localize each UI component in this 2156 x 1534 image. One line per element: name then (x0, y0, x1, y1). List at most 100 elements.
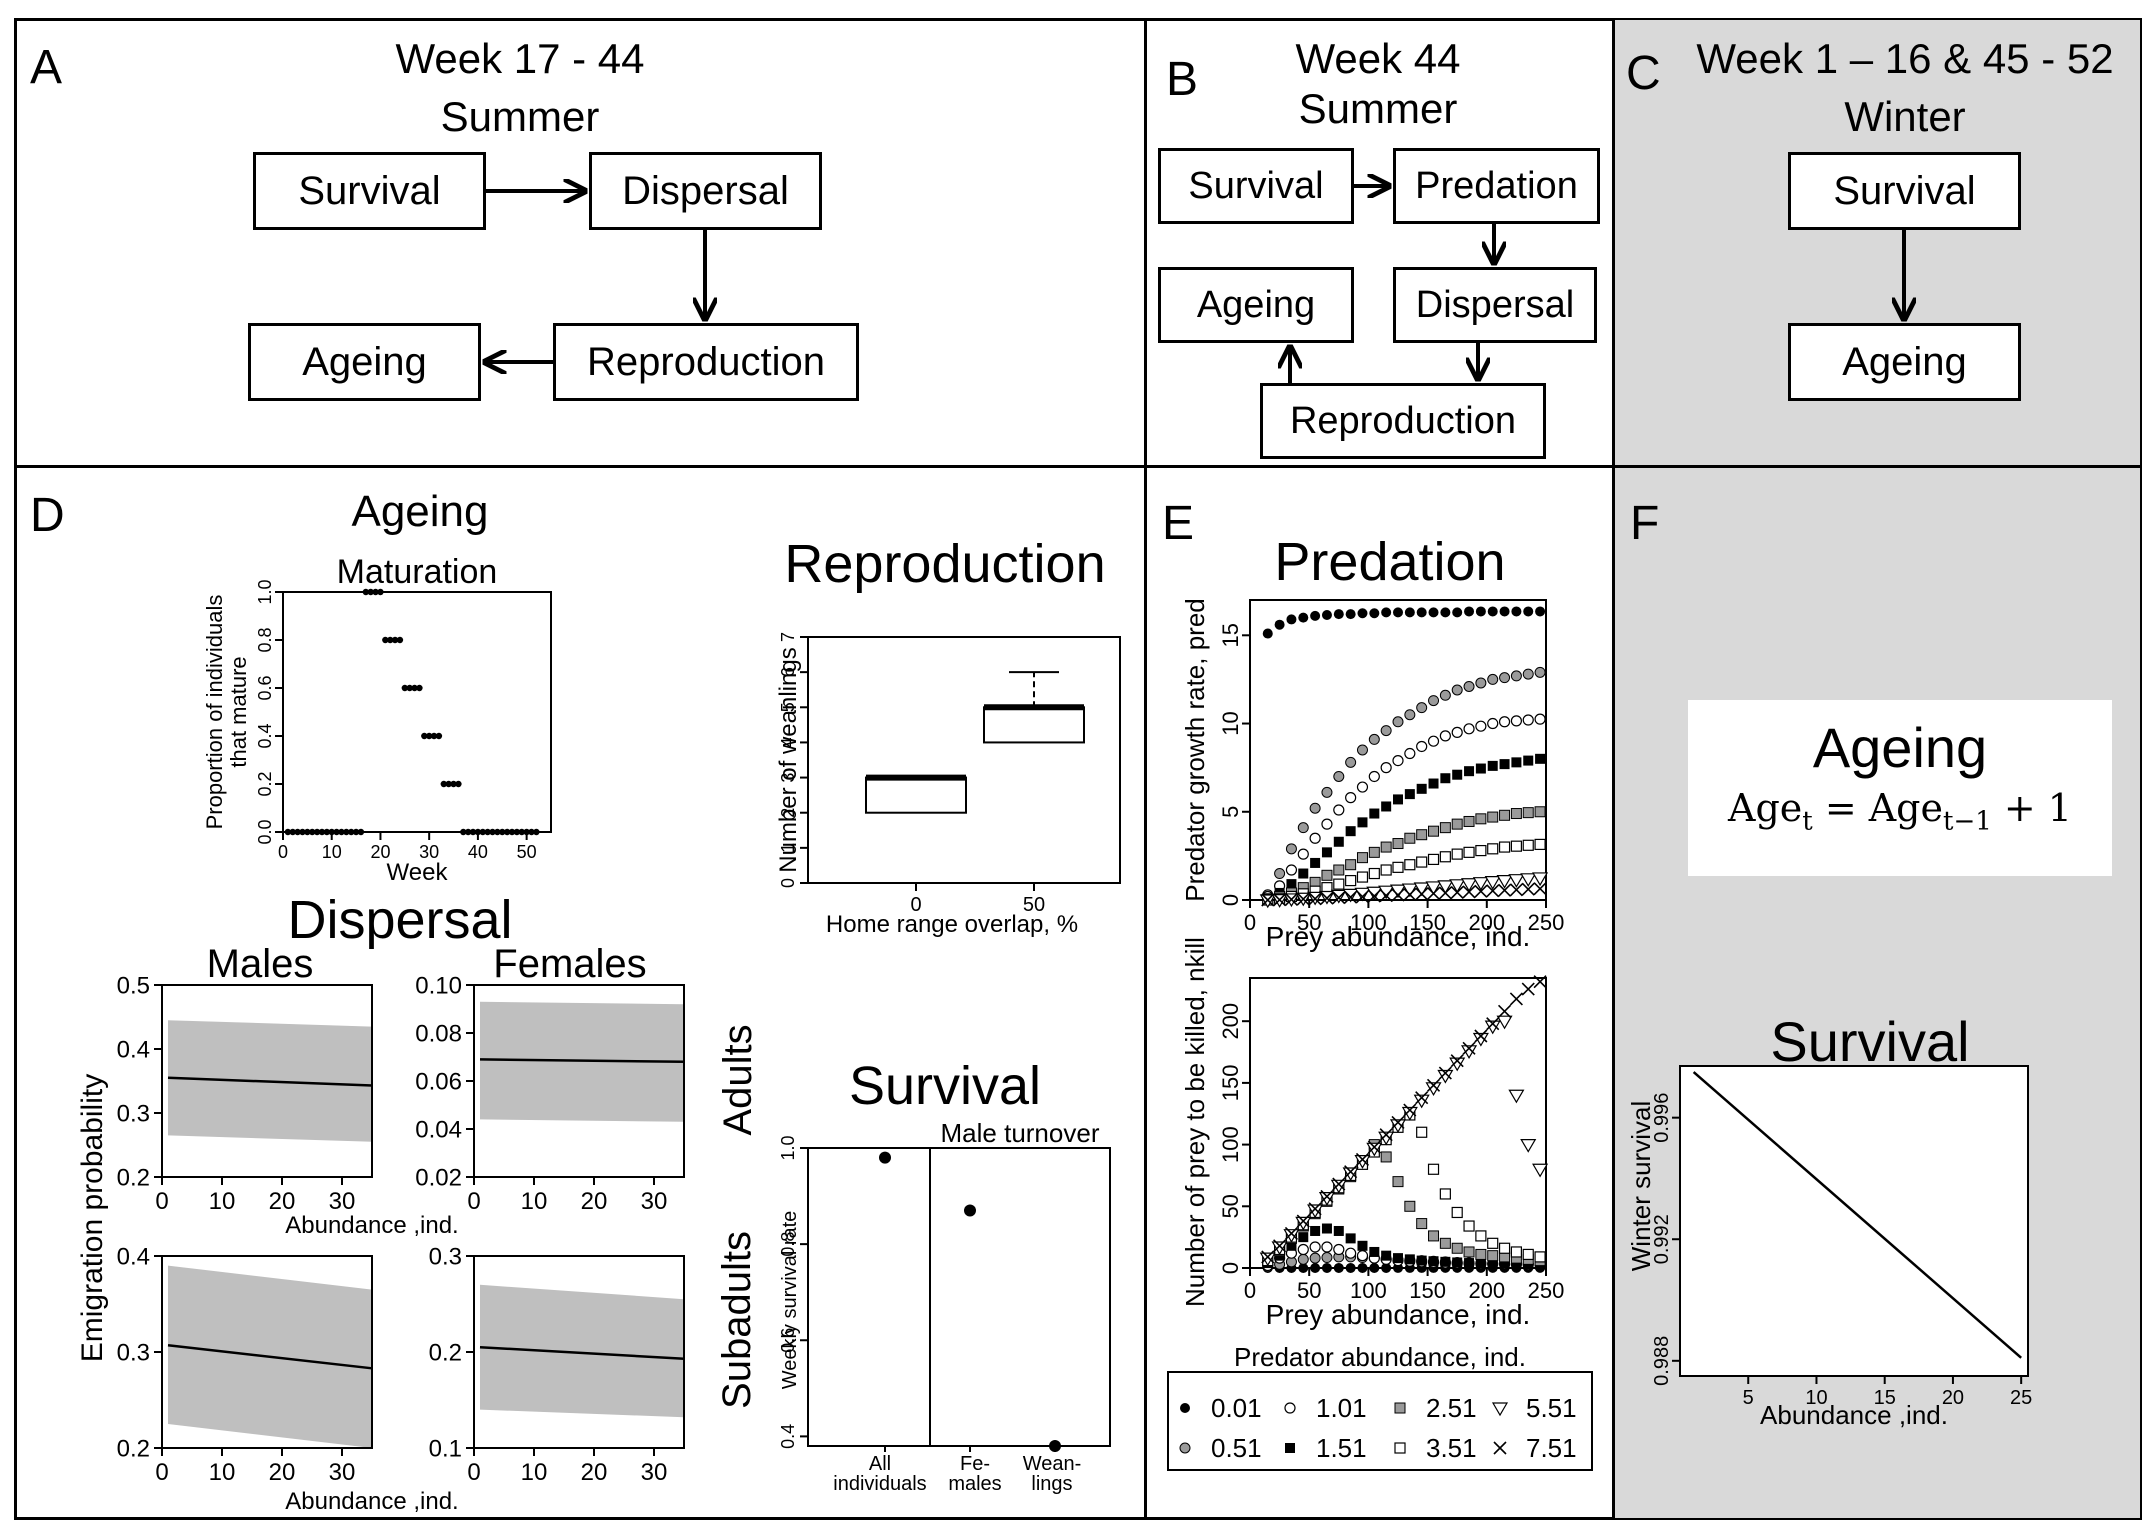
maturation-point (508, 828, 516, 836)
survival-x-label-line1: Wean- (1023, 1453, 1082, 1475)
predator_growth-y-tick-label: 15 (1218, 623, 1243, 647)
survival-ylabel: Weekly survival rate (779, 1211, 801, 1390)
winter_survival-x-tick-label: 20 (1942, 1387, 1964, 1409)
dispersal_adult_males-y-tick-label: 0.5 (117, 972, 150, 999)
predator-growth-point-7.51 (1367, 889, 1381, 903)
prey-killed-point-3.51 (1439, 1188, 1451, 1200)
predation-title: Predation (1274, 532, 1506, 592)
predator-growth-point-1.01 (1297, 848, 1309, 860)
predator-growth-point-0.51 (1345, 756, 1357, 768)
predator-growth-point-1.51 (1452, 769, 1463, 780)
reproduction-ylabel: Number of weanlings (775, 647, 802, 872)
predator-growth-point-1.01 (1345, 792, 1357, 804)
predator-growth-point-2.51 (1345, 859, 1357, 871)
predator-growth-point-0.51 (1309, 802, 1321, 814)
predator-growth-point-3.51 (1368, 867, 1380, 880)
predator-growth-point-3.51 (1356, 871, 1369, 883)
predator-growth-point-2.51 (1380, 841, 1392, 853)
survival-plot-frame (807, 1147, 1111, 1447)
maturation-point (352, 828, 360, 836)
maturation-x-tick-label: 10 (322, 842, 342, 862)
prey-killed-point-7.51 (1438, 1066, 1452, 1080)
predator-growth-point-7.51 (1415, 887, 1429, 901)
maturation-point (425, 732, 433, 740)
predator-growth-point-3.51 (1392, 861, 1404, 873)
maturation-point (284, 828, 292, 836)
predator-growth-point-5.51 (1460, 878, 1478, 892)
predator-growth-point-1.01 (1285, 864, 1298, 876)
predator-growth-point-3.51 (1333, 878, 1345, 890)
predator-growth-point-0.01 (1404, 607, 1415, 618)
prey-killed-point-1.51 (1310, 1225, 1321, 1236)
prey_killed-x-tick-label: 150 (1409, 1278, 1446, 1303)
predator-growth-point-0.01 (1499, 606, 1510, 617)
prey-killed-point-1.51 (1333, 1225, 1344, 1236)
predator-growth-point-2.51 (1404, 832, 1416, 844)
panel-b-season: Summer (1298, 85, 1458, 132)
predator-growth-point-0.51 (1404, 709, 1416, 721)
predator_growth-x-tick-label: 200 (1468, 910, 1505, 935)
dispersal_adult_males-y-tick-label: 0.3 (117, 1100, 150, 1127)
predator-growth-point-1.51 (1440, 773, 1451, 784)
panel-a-week: Week 17 - 44 (395, 35, 645, 82)
predator-growth-point-2.51 (1333, 864, 1345, 876)
predator-growth-point-1.51 (1369, 808, 1380, 819)
predator_growth-x-tick-label: 50 (1297, 910, 1321, 935)
prey-killed-point-2.51 (1463, 1246, 1475, 1258)
predator-growth-point-3.51 (1487, 843, 1499, 855)
prey-killed-point-5.51 (1354, 1155, 1371, 1169)
panel-c-ageing-box: Ageing (1788, 323, 2021, 401)
predator_growth-y-tick-label: 5 (1218, 806, 1243, 818)
dispersal_subadult_females-x-tick-label: 30 (641, 1459, 668, 1486)
predator-growth-point-2.51 (1451, 818, 1463, 830)
predator-growth-point-3.51 (1510, 840, 1523, 852)
dispersal_adult_females-frame-overlay (473, 984, 685, 1178)
predator-growth-point-2.51 (1499, 809, 1511, 821)
predator-growth-point-1.51 (1416, 783, 1427, 794)
dispersal_subadult_females-ci-band (480, 1284, 684, 1418)
predator-growth-point-0.01 (1381, 607, 1392, 618)
predator-growth-point-1.01 (1427, 735, 1440, 747)
dispersal_subadult_males-x-tick-label: 30 (329, 1459, 356, 1486)
predator-growth-point-0.01 (1321, 610, 1332, 620)
reproduction-y-tick-label: 3 (778, 773, 798, 783)
predator-growth-point-1.01 (1510, 715, 1523, 727)
predator-growth-point-5.51 (1425, 881, 1442, 896)
winter-survival-line (1692, 1071, 2022, 1359)
maturation-y-tick-label: 0.0 (255, 819, 275, 844)
winter-survival-xlabel: Abundance ,ind. (1760, 1400, 1948, 1430)
predator-growth-point-1.01 (1522, 714, 1534, 726)
prey-killed-point-7.51 (1344, 1165, 1358, 1179)
maturation-point (533, 828, 540, 836)
prey-killed-point-7.51 (1533, 975, 1547, 989)
dispersal_adult_females-x-tick-label: 0 (467, 1188, 480, 1215)
prey-killed-point-5.51 (1342, 1167, 1359, 1182)
maturation-y-tick-label: 0.2 (255, 771, 275, 796)
predator-growth-point-2.51 (1321, 869, 1333, 881)
panel-b-dispersal-box: Dispersal (1393, 267, 1597, 343)
predator-growth-point-2.51 (1534, 806, 1546, 818)
predator-growth-point-0.01 (1286, 614, 1297, 625)
maturation-point (343, 828, 350, 836)
predator-growth-point-1.51 (1345, 826, 1356, 837)
formula-rhs-sub: t−1 (1943, 806, 1992, 837)
predator-growth-point-1.51 (1321, 847, 1332, 858)
predator-growth-point-0.01 (1440, 607, 1451, 618)
prey-killed-point-2.51 (1487, 1250, 1499, 1262)
prey-killed-point-3.51 (1451, 1206, 1463, 1219)
prey-killed-point-2.51 (1439, 1237, 1451, 1249)
prey-killed-point-7.51 (1320, 1189, 1334, 1203)
predator-growth-point-7.51 (1438, 886, 1452, 900)
predator-growth-point-0.01 (1310, 610, 1321, 621)
prey-killed-point-0.01 (1357, 1262, 1368, 1273)
legend-label-3.51: 3.51 (1426, 1433, 1477, 1463)
dispersal_subadult_males-frame-overlay (161, 1255, 373, 1449)
winter_survival-y-tick-label: 0.996 (1651, 1093, 1673, 1143)
dispersal_subadult_males-x-tick-label: 10 (209, 1459, 236, 1486)
maturation-point (362, 588, 370, 596)
prey-killed-point-7.51 (1426, 1078, 1441, 1092)
formula-rhs: Age (1868, 786, 1943, 830)
males-label: Males (206, 942, 314, 986)
reproduction-y-tick-label: 0 (778, 878, 798, 888)
prey-killed-point-1.51 (1428, 1256, 1439, 1267)
